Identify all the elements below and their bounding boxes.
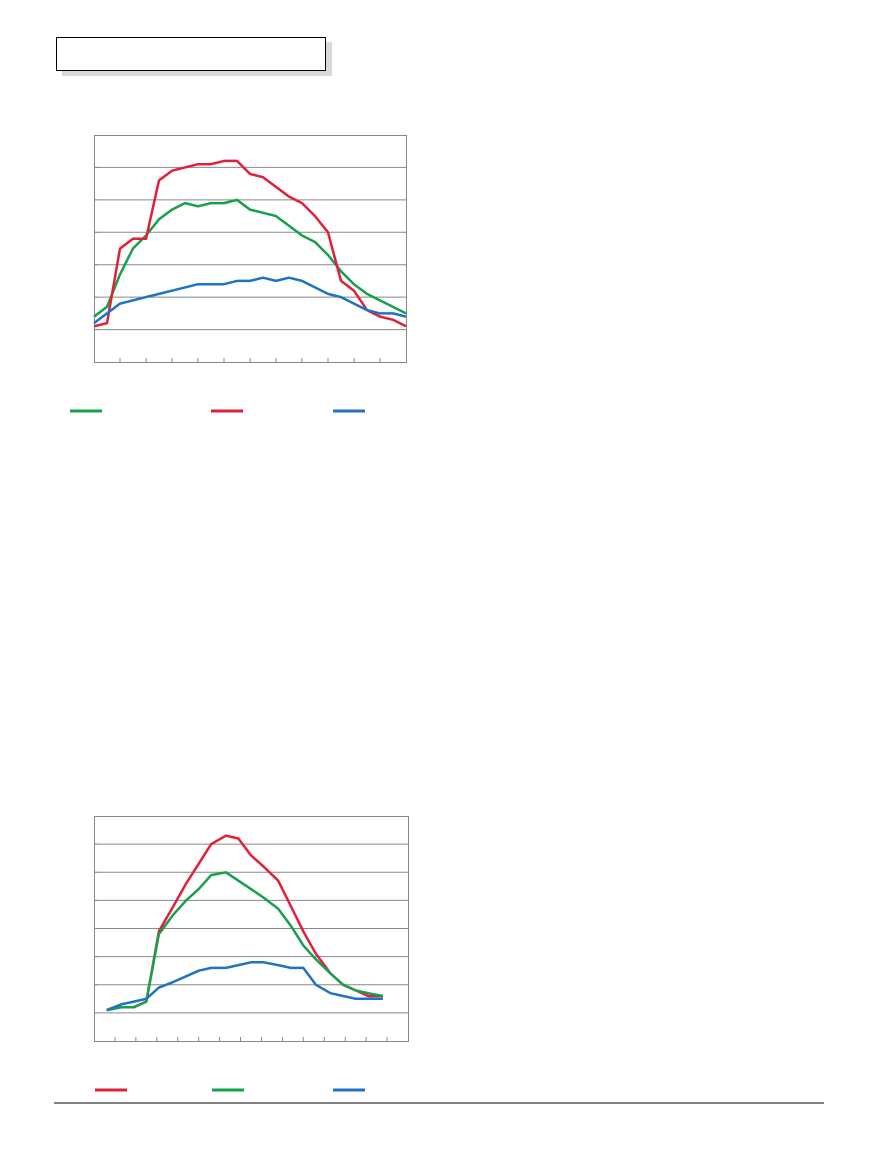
series-line bbox=[106, 961, 383, 1012]
series-line bbox=[93, 159, 407, 328]
series-line bbox=[106, 871, 384, 1012]
plot-area bbox=[94, 135, 407, 363]
series-line bbox=[93, 276, 407, 325]
title-box bbox=[56, 37, 326, 71]
